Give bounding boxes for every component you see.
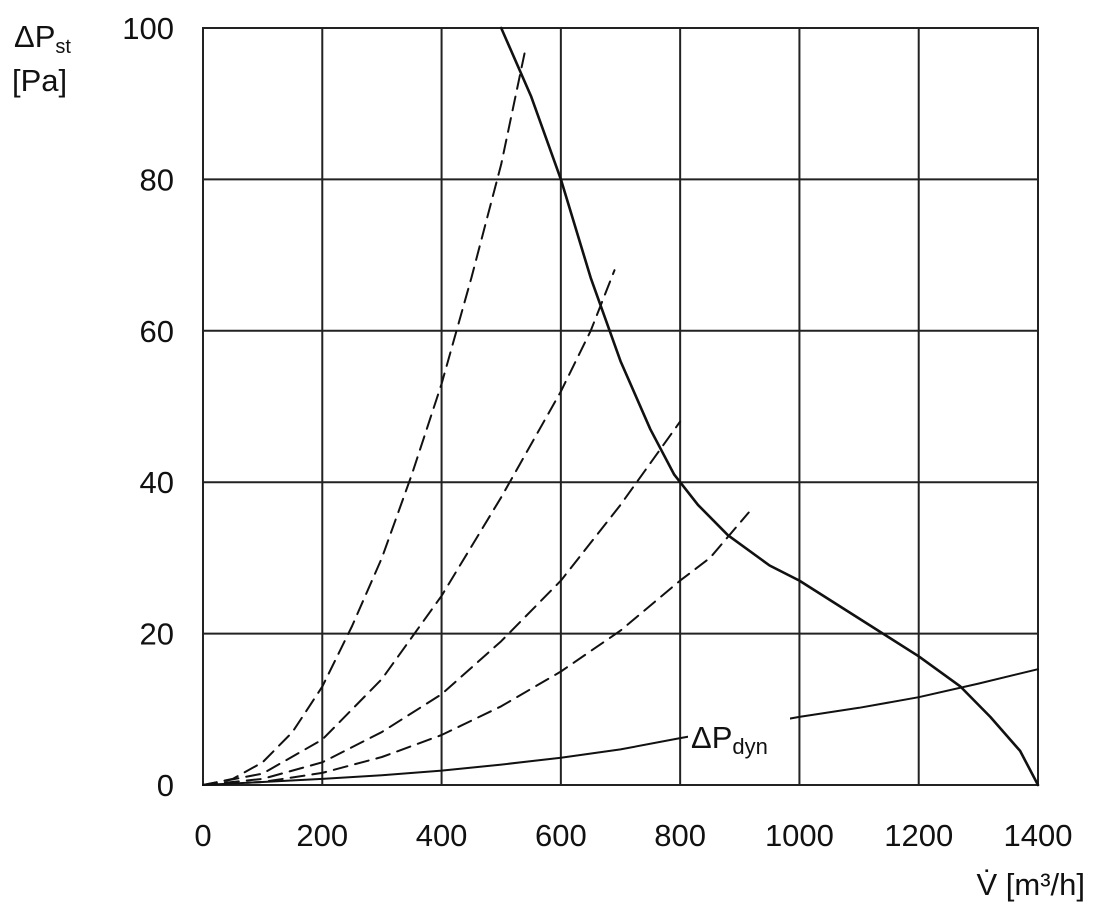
y-tick-label: 60 — [140, 314, 174, 349]
series-0-line — [499, 26, 1040, 787]
y-axis-unit: [Pa] — [12, 63, 67, 98]
y-tick-label: 100 — [122, 11, 174, 46]
y-axis-label-main: ΔP — [14, 19, 55, 54]
dyn-annotation-sub: dyn — [732, 734, 767, 759]
x-tick-label: 600 — [535, 818, 587, 853]
series-3-line — [202, 269, 616, 786]
x-tick-label: 1400 — [1004, 818, 1073, 853]
series-1-line — [202, 668, 1039, 786]
y-axis-label-sub: st — [55, 36, 71, 58]
x-tick-label: 1000 — [765, 818, 834, 853]
series-5-line — [202, 511, 750, 786]
plot-frame — [202, 27, 1039, 786]
dyn-annotation: ΔPdyn — [691, 720, 768, 759]
dyn-annotation-background — [688, 712, 790, 764]
x-axis-label: V̇ [m³/h] — [976, 867, 1085, 902]
x-tick-label: 200 — [296, 818, 348, 853]
y-tick-label: 40 — [140, 465, 174, 500]
x-tick-label: 400 — [416, 818, 468, 853]
series-2-line — [202, 49, 527, 786]
dyn-annotation-main: ΔP — [691, 720, 732, 755]
tick-labels: 0 200 400 600 800 1000 1200 1400 0 20 40 60 80 100 — [122, 11, 1072, 853]
y-axis-label: ΔPst — [14, 19, 71, 58]
y-tick-label: 20 — [140, 617, 174, 652]
x-tick-label: 800 — [654, 818, 706, 853]
series-layer — [202, 26, 1040, 787]
y-tick-label: 0 — [157, 768, 174, 803]
x-tick-label: 1200 — [884, 818, 953, 853]
grid — [202, 27, 1039, 786]
x-tick-label: 0 — [194, 818, 211, 853]
series-4-line — [202, 420, 682, 786]
y-tick-label: 80 — [140, 162, 174, 197]
